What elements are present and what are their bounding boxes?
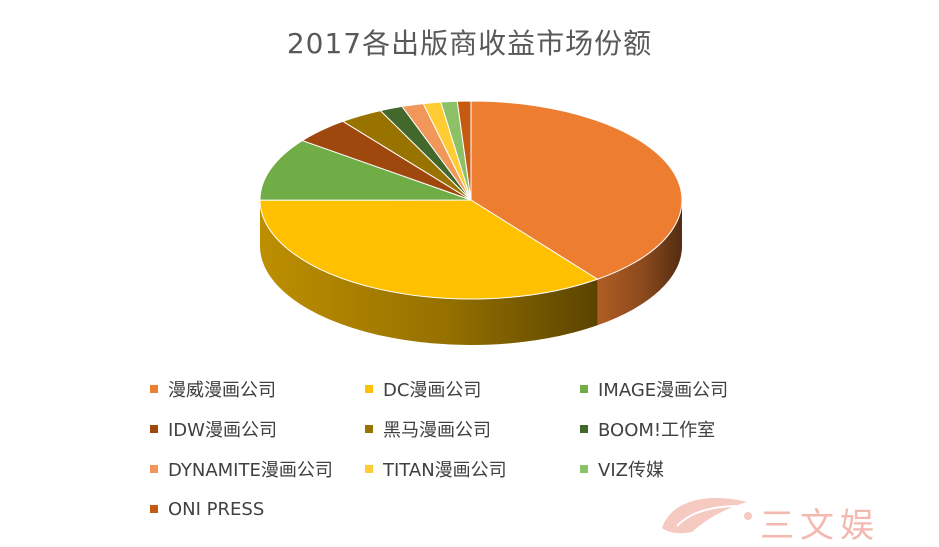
legend-item-1: DC漫画公司: [365, 378, 580, 400]
watermark-logo: 三文娱: [652, 488, 892, 538]
legend-swatch-0: [150, 385, 158, 393]
legend-label-0: 漫威漫画公司: [168, 376, 276, 402]
legend-label-4: 黑马漫画公司: [383, 416, 491, 442]
watermark-petal-icon: [652, 488, 762, 538]
legend-swatch-6: [150, 465, 158, 473]
legend-swatch-1: [365, 385, 373, 393]
legend-item-7: TITAN漫画公司: [365, 458, 580, 480]
legend-label-2: IMAGE漫画公司: [598, 376, 728, 402]
legend-item-2: IMAGE漫画公司: [580, 378, 790, 400]
legend-label-5: BOOM!工作室: [598, 416, 715, 442]
legend-item-6: DYNAMITE漫画公司: [150, 458, 365, 480]
legend-item-0: 漫威漫画公司: [150, 378, 365, 400]
legend-label-1: DC漫画公司: [383, 376, 481, 402]
legend-item-5: BOOM!工作室: [580, 418, 790, 440]
legend-item-4: 黑马漫画公司: [365, 418, 580, 440]
legend-item-9: ONI PRESS: [150, 498, 365, 520]
legend-label-3: IDW漫画公司: [168, 416, 277, 442]
legend-swatch-3: [150, 425, 158, 433]
legend-label-6: DYNAMITE漫画公司: [168, 456, 333, 482]
legend-swatch-9: [150, 505, 158, 513]
legend-label-8: VIZ传媒: [598, 456, 664, 482]
legend-label-9: ONI PRESS: [168, 499, 264, 520]
legend-item-3: IDW漫画公司: [150, 418, 365, 440]
legend-swatch-2: [580, 385, 588, 393]
watermark-text: 三文娱: [760, 498, 880, 547]
legend-swatch-5: [580, 425, 588, 433]
legend-swatch-8: [580, 465, 588, 473]
legend-label-7: TITAN漫画公司: [383, 456, 507, 482]
legend-swatch-4: [365, 425, 373, 433]
legend-item-8: VIZ传媒: [580, 458, 790, 480]
legend-swatch-7: [365, 465, 373, 473]
